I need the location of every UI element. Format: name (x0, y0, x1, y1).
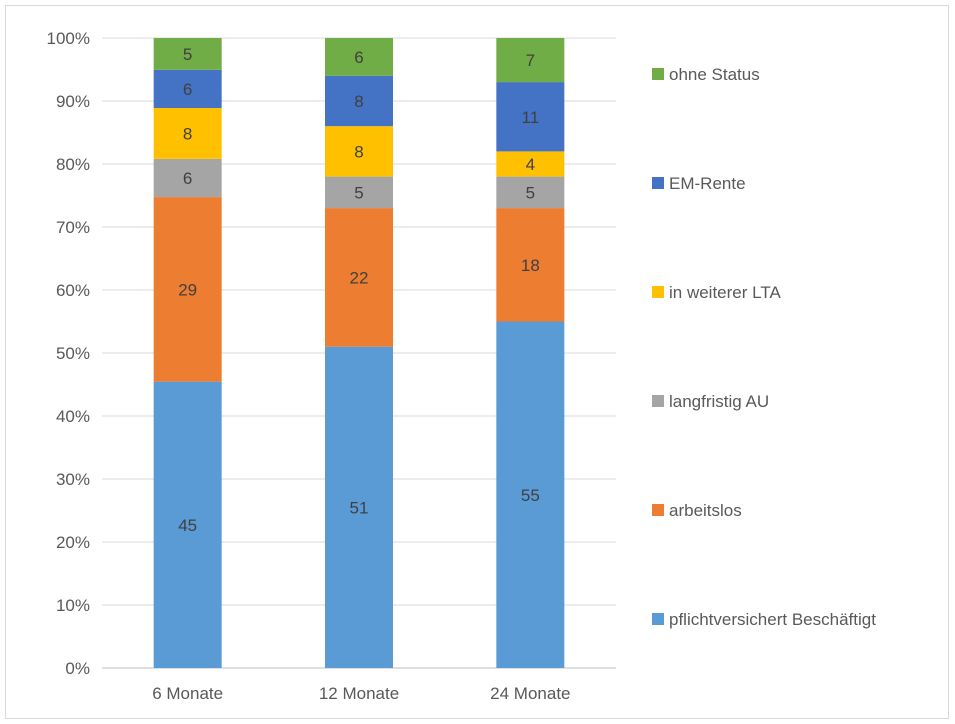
bar-segment (325, 75, 393, 127)
data-label: 55 (521, 486, 540, 505)
data-label: 6 (354, 48, 363, 67)
bar-segment (496, 151, 565, 177)
x-category-label: 6 Monate (152, 684, 223, 703)
legend-label: EM-Rente (669, 174, 746, 193)
y-tick-label: 80% (56, 155, 90, 174)
data-label: 4 (526, 155, 535, 174)
x-axis-category-labels: 6 Monate 12 Monate 24 Monate (152, 684, 570, 703)
bar-segment (153, 38, 222, 70)
legend-label: langfristig AU (669, 392, 769, 411)
legend: ohne Status EM-Rente in weiterer LTA langfr… (652, 65, 876, 629)
y-tick-label: 0% (65, 659, 90, 678)
legend-swatch (652, 286, 664, 298)
bar-segment (153, 158, 222, 198)
y-tick-label: 50% (56, 344, 90, 363)
data-labels: 45 29 6 8 6 5 51 22 5 8 8 6 55 18 5 4 11 7 (178, 45, 540, 535)
legend-item: pflichtversichert Beschäftigt (652, 610, 876, 629)
bar-segment (325, 208, 393, 347)
bar-segment (496, 321, 565, 668)
legend-item: ohne Status (652, 65, 760, 84)
legend-swatch (652, 504, 664, 516)
legend-swatch (652, 395, 664, 407)
data-label: 11 (522, 108, 540, 127)
bar-segment (325, 346, 393, 668)
bar-segment (153, 69, 222, 108)
bar-segment (153, 108, 222, 159)
x-category-label: 12 Monate (319, 684, 399, 703)
y-tick-label: 90% (56, 92, 90, 111)
legend-item: langfristig AU (652, 392, 769, 411)
legend-item: EM-Rente (652, 174, 746, 193)
data-label: 8 (354, 92, 363, 111)
y-tick-label: 70% (56, 218, 90, 237)
y-tick-label: 60% (56, 281, 90, 300)
bars (153, 38, 565, 668)
y-tick-label: 40% (56, 407, 90, 426)
legend-swatch (652, 613, 664, 625)
bar-segment (496, 38, 565, 83)
data-label: 18 (521, 256, 540, 275)
legend-label: pflichtversichert Beschäftigt (669, 610, 876, 629)
data-label: 6 (183, 169, 192, 188)
bar-segment (325, 176, 393, 209)
bar-segment (325, 38, 393, 76)
bar-segment (496, 82, 565, 152)
legend-item: in weiterer LTA (652, 283, 781, 302)
legend-swatch (652, 68, 664, 80)
y-tick-label: 10% (56, 596, 90, 615)
data-label: 51 (350, 498, 369, 517)
data-label: 8 (183, 124, 192, 143)
data-label: 22 (350, 268, 369, 287)
legend-item: arbeitslos (652, 501, 742, 520)
bar-segment (496, 208, 565, 322)
data-label: 8 (354, 142, 363, 161)
legend-label: in weiterer LTA (669, 283, 781, 302)
data-label: 45 (178, 516, 197, 535)
y-axis-tick-labels: 0% 10% 20% 30% 40% 50% 60% 70% 80% 90% 100% (47, 29, 90, 678)
legend-swatch (652, 177, 664, 189)
data-label: 5 (526, 183, 535, 202)
data-label: 5 (354, 183, 363, 202)
y-tick-label: 100% (47, 29, 90, 48)
legend-label: arbeitslos (669, 501, 742, 520)
data-label: 7 (526, 51, 535, 70)
bar-segment (153, 197, 222, 382)
data-label: 6 (183, 80, 192, 99)
chart-frame: 0% 10% 20% 30% 40% 50% 60% 70% 80% 90% 100% 45 29 6 8… (5, 5, 949, 719)
y-tick-label: 20% (56, 533, 90, 552)
x-category-label: 24 Monate (490, 684, 570, 703)
data-label: 29 (178, 280, 197, 299)
bar-segment (325, 126, 393, 177)
data-label: 5 (183, 45, 192, 64)
bar-segment (153, 381, 222, 668)
stacked-bar-chart: 0%10%20%30%40%50%60%70%80%90%100% 452968… (47, 29, 877, 703)
legend-label: ohne Status (669, 65, 760, 84)
bar-segment (496, 176, 565, 209)
y-tick-label: 30% (56, 470, 90, 489)
